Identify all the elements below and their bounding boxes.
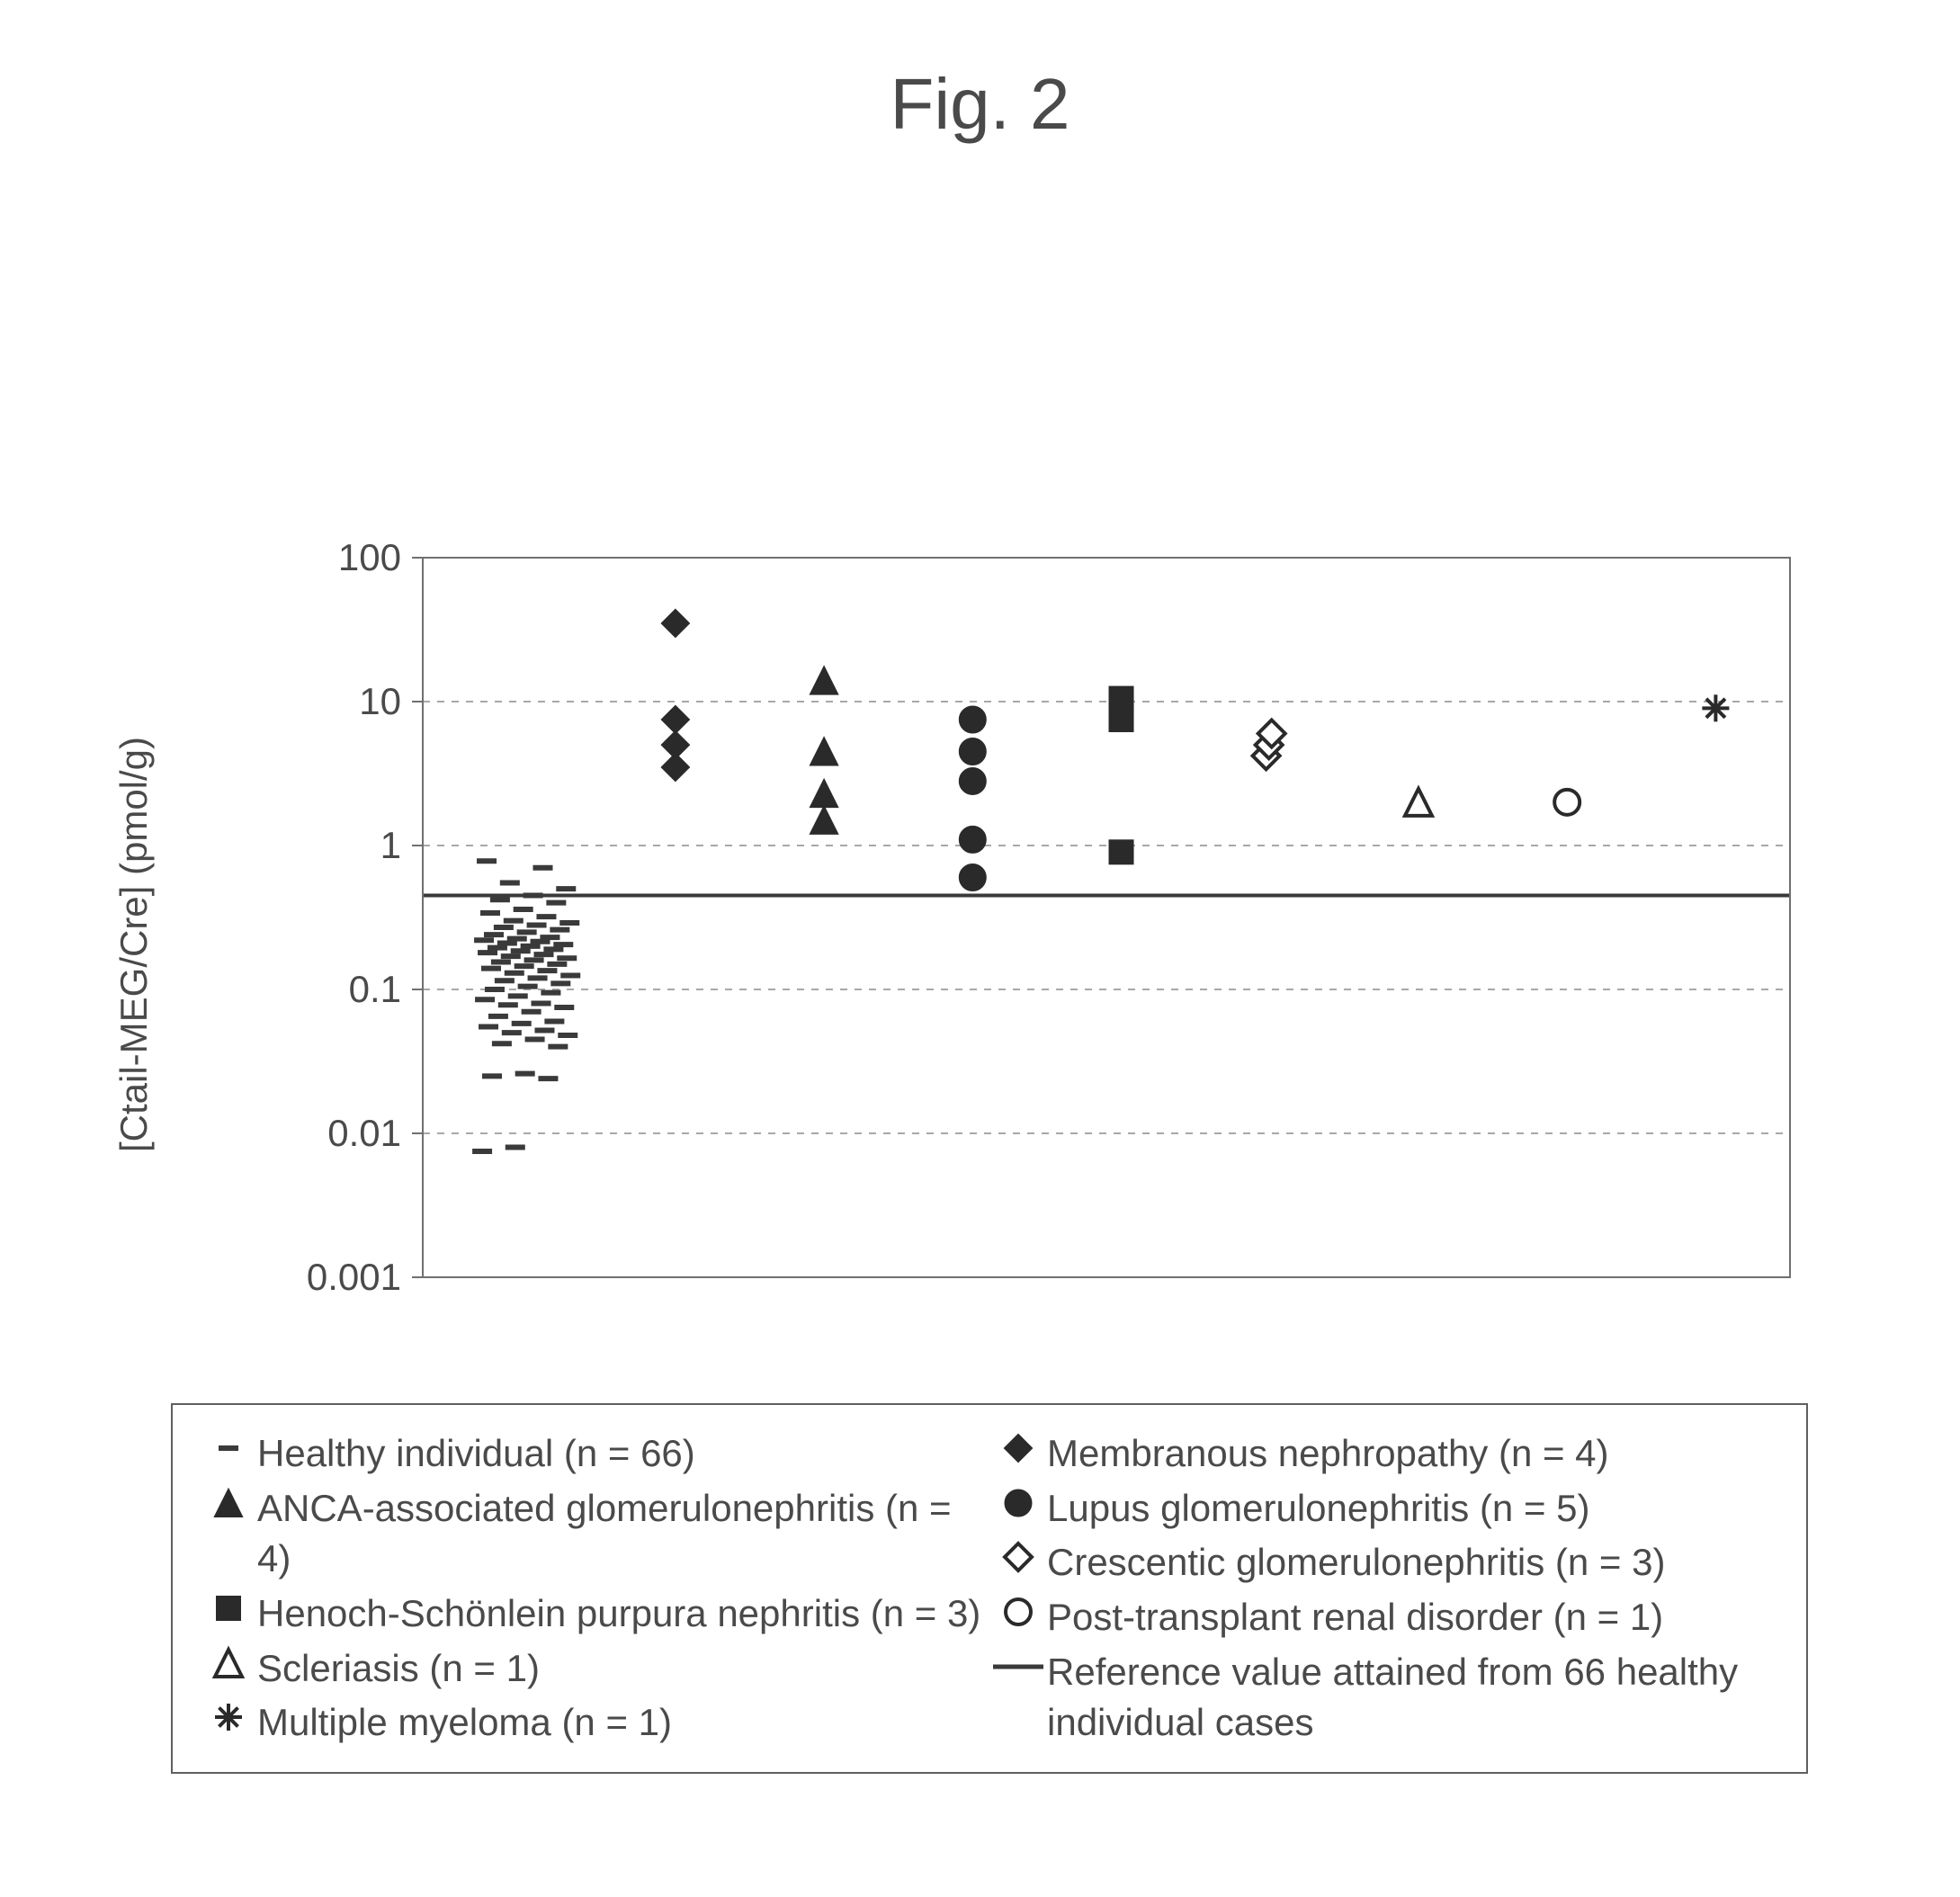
legend-item: Membranous nephropathy (n = 4): [989, 1428, 1779, 1480]
ytick-label: 0.01: [327, 1112, 401, 1154]
series-posttx: [1554, 790, 1580, 815]
legend-item: Healthy individual (n = 66): [200, 1428, 989, 1480]
legend-label: Multiple myeloma (n = 1): [257, 1697, 989, 1749]
legend-label: Healthy individual (n = 66): [257, 1428, 989, 1480]
legend-label: Scleriasis (n = 1): [257, 1643, 989, 1695]
legend: Healthy individual (n = 66)ANCA-associat…: [171, 1403, 1808, 1774]
triangle-icon: [203, 1483, 254, 1523]
triangle-open-icon: [203, 1643, 254, 1683]
legend-item: ANCA-associated glomerulonephritis (n = …: [200, 1483, 989, 1585]
circle-open-icon: [993, 1592, 1043, 1632]
figure-title: Fig. 2: [0, 63, 1960, 146]
ytick-label: 100: [338, 540, 401, 578]
legend-label: Lupus glomerulonephritis (n = 5): [1047, 1483, 1779, 1535]
dash-icon: [203, 1428, 254, 1468]
legend-label: Henoch-Schönlein purpura nephritis (n = …: [257, 1588, 989, 1640]
legend-label: ANCA-associated glomerulonephritis (n = …: [257, 1483, 989, 1585]
ytick-label: 1: [380, 824, 401, 866]
legend-item: Post-transplant renal disorder (n = 1): [989, 1592, 1779, 1643]
circle-icon: [993, 1483, 1043, 1523]
legend-item: Henoch-Schönlein purpura nephritis (n = …: [200, 1588, 989, 1640]
legend-label: Post-transplant renal disorder (n = 1): [1047, 1592, 1779, 1643]
y-axis-label: [Ctail-MEG/Cre] (pmol/g): [112, 540, 166, 1349]
chart-container: 0.001 0.01 0.1 1 10 100: [189, 540, 1808, 1349]
legend-label: Reference value attained from 66 healthy…: [1047, 1647, 1779, 1749]
legend-label: Crescentic glomerulonephritis (n = 3): [1047, 1537, 1779, 1588]
legend-item: Scleriasis (n = 1): [200, 1643, 989, 1695]
refline-icon: [993, 1647, 1043, 1687]
legend-label: Membranous nephropathy (n = 4): [1047, 1428, 1779, 1480]
legend-item: Reference value attained from 66 healthy…: [989, 1647, 1779, 1749]
ytick-label: 0.1: [349, 968, 401, 1010]
asterisk-icon: [203, 1697, 254, 1737]
legend-item: Lupus glomerulonephritis (n = 5): [989, 1483, 1779, 1535]
legend-item: Multiple myeloma (n = 1): [200, 1697, 989, 1749]
ytick-label: 0.001: [307, 1256, 401, 1298]
diamond-icon: [993, 1428, 1043, 1468]
diamond-open-icon: [993, 1537, 1043, 1577]
legend-item: Crescentic glomerulonephritis (n = 3): [989, 1537, 1779, 1588]
square-icon: [203, 1588, 254, 1628]
scatter-chart: 0.001 0.01 0.1 1 10 100: [189, 540, 1808, 1349]
ytick-label: 10: [359, 680, 401, 722]
